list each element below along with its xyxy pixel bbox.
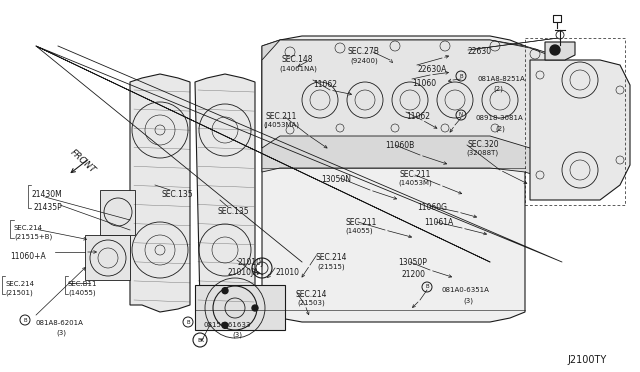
Text: 21010: 21010 — [275, 268, 299, 277]
Text: B: B — [425, 285, 429, 289]
Text: SEC.135: SEC.135 — [218, 207, 250, 216]
Text: 13050P: 13050P — [398, 258, 427, 267]
Text: 081A8-6201A: 081A8-6201A — [36, 320, 84, 326]
Text: SEC.211: SEC.211 — [265, 112, 296, 121]
Text: J2100TY: J2100TY — [567, 355, 606, 365]
Text: 21200: 21200 — [401, 270, 425, 279]
Polygon shape — [85, 235, 130, 280]
Text: 081A8-8251A: 081A8-8251A — [477, 76, 525, 82]
Text: B: B — [198, 337, 202, 343]
Text: 11060+A: 11060+A — [10, 252, 45, 261]
Text: (2): (2) — [493, 86, 503, 93]
Text: 21430M: 21430M — [31, 190, 61, 199]
Circle shape — [252, 305, 258, 311]
Circle shape — [222, 288, 228, 294]
Text: (14053M): (14053M) — [398, 180, 432, 186]
Text: 11060B: 11060B — [385, 141, 414, 150]
Text: (21501): (21501) — [5, 290, 33, 296]
Text: B: B — [23, 317, 27, 323]
Text: (J4053MA): (J4053MA) — [263, 122, 299, 128]
Text: SEC.214: SEC.214 — [296, 290, 328, 299]
Text: (21515): (21515) — [317, 263, 344, 269]
Text: SEC.320: SEC.320 — [467, 140, 499, 149]
Polygon shape — [545, 42, 575, 60]
Text: SEC.214: SEC.214 — [316, 253, 348, 262]
Polygon shape — [195, 74, 255, 312]
Text: 11062: 11062 — [406, 112, 430, 121]
Text: 21435P: 21435P — [33, 203, 61, 212]
Text: 13050N: 13050N — [321, 175, 351, 184]
Text: SEC.214: SEC.214 — [5, 281, 34, 287]
Text: 11062: 11062 — [313, 80, 337, 89]
Text: SEC.211: SEC.211 — [400, 170, 431, 179]
Text: 22630A: 22630A — [417, 65, 446, 74]
Polygon shape — [195, 285, 285, 330]
Text: N: N — [459, 112, 463, 118]
Text: 21010J: 21010J — [237, 258, 263, 267]
Text: 11060: 11060 — [412, 79, 436, 88]
Text: B: B — [459, 74, 463, 78]
Polygon shape — [262, 40, 562, 160]
Text: 08156-61633: 08156-61633 — [203, 322, 250, 328]
Text: (3): (3) — [232, 332, 242, 339]
Text: 11061A: 11061A — [424, 218, 453, 227]
Polygon shape — [100, 190, 135, 235]
Polygon shape — [262, 36, 525, 322]
Text: (92400): (92400) — [350, 57, 378, 64]
Text: (32088T): (32088T) — [466, 150, 498, 157]
Text: FRONT: FRONT — [68, 148, 97, 175]
Text: 08918-3081A: 08918-3081A — [475, 115, 523, 121]
Text: (21503): (21503) — [297, 300, 324, 307]
Text: (21515+B): (21515+B) — [14, 234, 52, 241]
Text: (2): (2) — [495, 125, 505, 131]
Polygon shape — [530, 60, 630, 200]
Polygon shape — [262, 40, 565, 185]
Text: SEC.27B: SEC.27B — [348, 47, 380, 56]
Text: 22630: 22630 — [468, 47, 492, 56]
Text: (14055): (14055) — [345, 228, 372, 234]
Text: 11060G: 11060G — [417, 203, 447, 212]
Text: (3): (3) — [463, 297, 473, 304]
Text: (14055): (14055) — [68, 290, 95, 296]
Text: SEC.214: SEC.214 — [14, 225, 43, 231]
Polygon shape — [130, 74, 190, 312]
Text: (3): (3) — [56, 330, 66, 337]
Text: (14061NA): (14061NA) — [279, 65, 317, 71]
Text: 21010JA: 21010JA — [228, 268, 259, 277]
Circle shape — [222, 322, 228, 328]
Text: SEC.211: SEC.211 — [345, 218, 376, 227]
Text: SEC.135: SEC.135 — [161, 190, 193, 199]
Text: SEC.148: SEC.148 — [282, 55, 314, 64]
Text: SEC.B11: SEC.B11 — [68, 281, 97, 287]
Text: 081A0-6351A: 081A0-6351A — [442, 287, 490, 293]
Circle shape — [550, 45, 560, 55]
Text: B: B — [186, 320, 190, 324]
